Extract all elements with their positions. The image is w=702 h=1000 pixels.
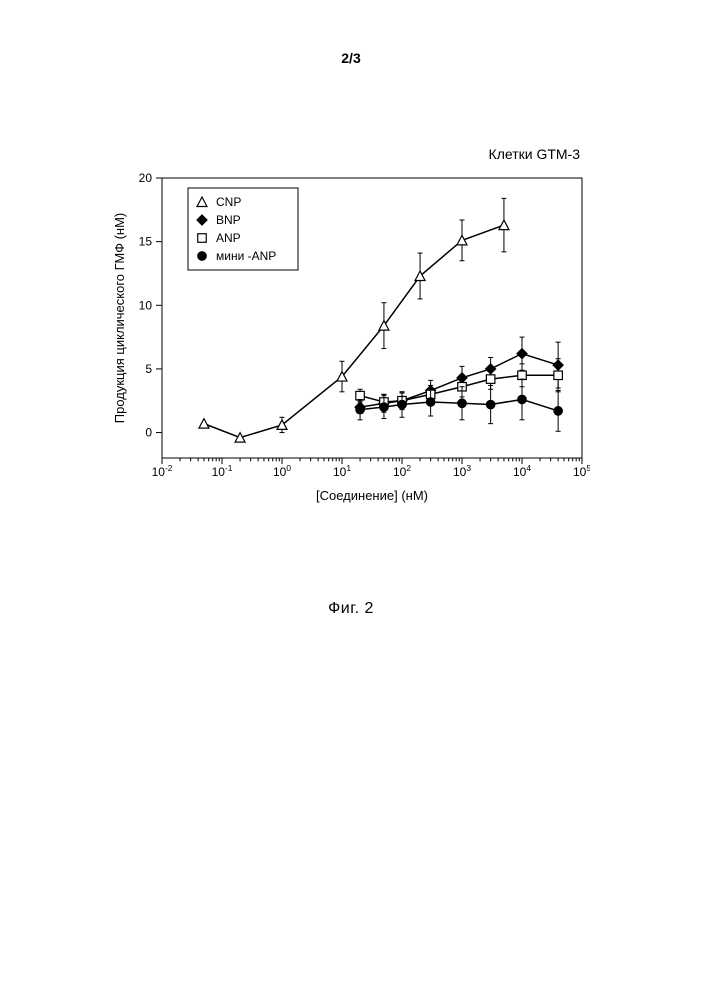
svg-text:10: 10 [139,298,153,312]
svg-text:CNP: CNP [216,195,241,209]
svg-text:20: 20 [139,171,153,185]
svg-text:ANP: ANP [216,231,241,245]
svg-text:10-2: 10-2 [152,463,173,479]
svg-text:104: 104 [513,463,531,479]
svg-text:105: 105 [573,463,590,479]
chart-title: Клетки GTM-3 [489,146,580,162]
figure-caption: Фиг. 2 [0,600,702,618]
svg-text:0: 0 [145,426,152,440]
svg-text:15: 15 [139,235,153,249]
svg-text:100: 100 [273,463,291,479]
svg-text:10-1: 10-1 [212,463,233,479]
svg-text:102: 102 [393,463,411,479]
svg-text:[Соединение] (нМ): [Соединение] (нМ) [316,488,428,503]
page-number: 2/3 [0,50,702,66]
svg-text:103: 103 [453,463,471,479]
svg-text:BNP: BNP [216,213,241,227]
chart-container: Клетки GTM-3 10-210-11001011021031041050… [110,170,590,530]
svg-text:5: 5 [145,362,152,376]
svg-text:Продукция циклического ГМФ (нМ: Продукция циклического ГМФ (нМ) [112,213,127,424]
page: 2/3 Клетки GTM-3 10-210-1100101102103104… [0,0,702,1000]
chart-svg: 10-2 10-1 100 101 102 103 104 105 0 5 10 15 20 [Соеди… [110,170,590,508]
svg-text:мини -ANP: мини -ANP [216,249,276,263]
svg-text:101: 101 [333,463,351,479]
